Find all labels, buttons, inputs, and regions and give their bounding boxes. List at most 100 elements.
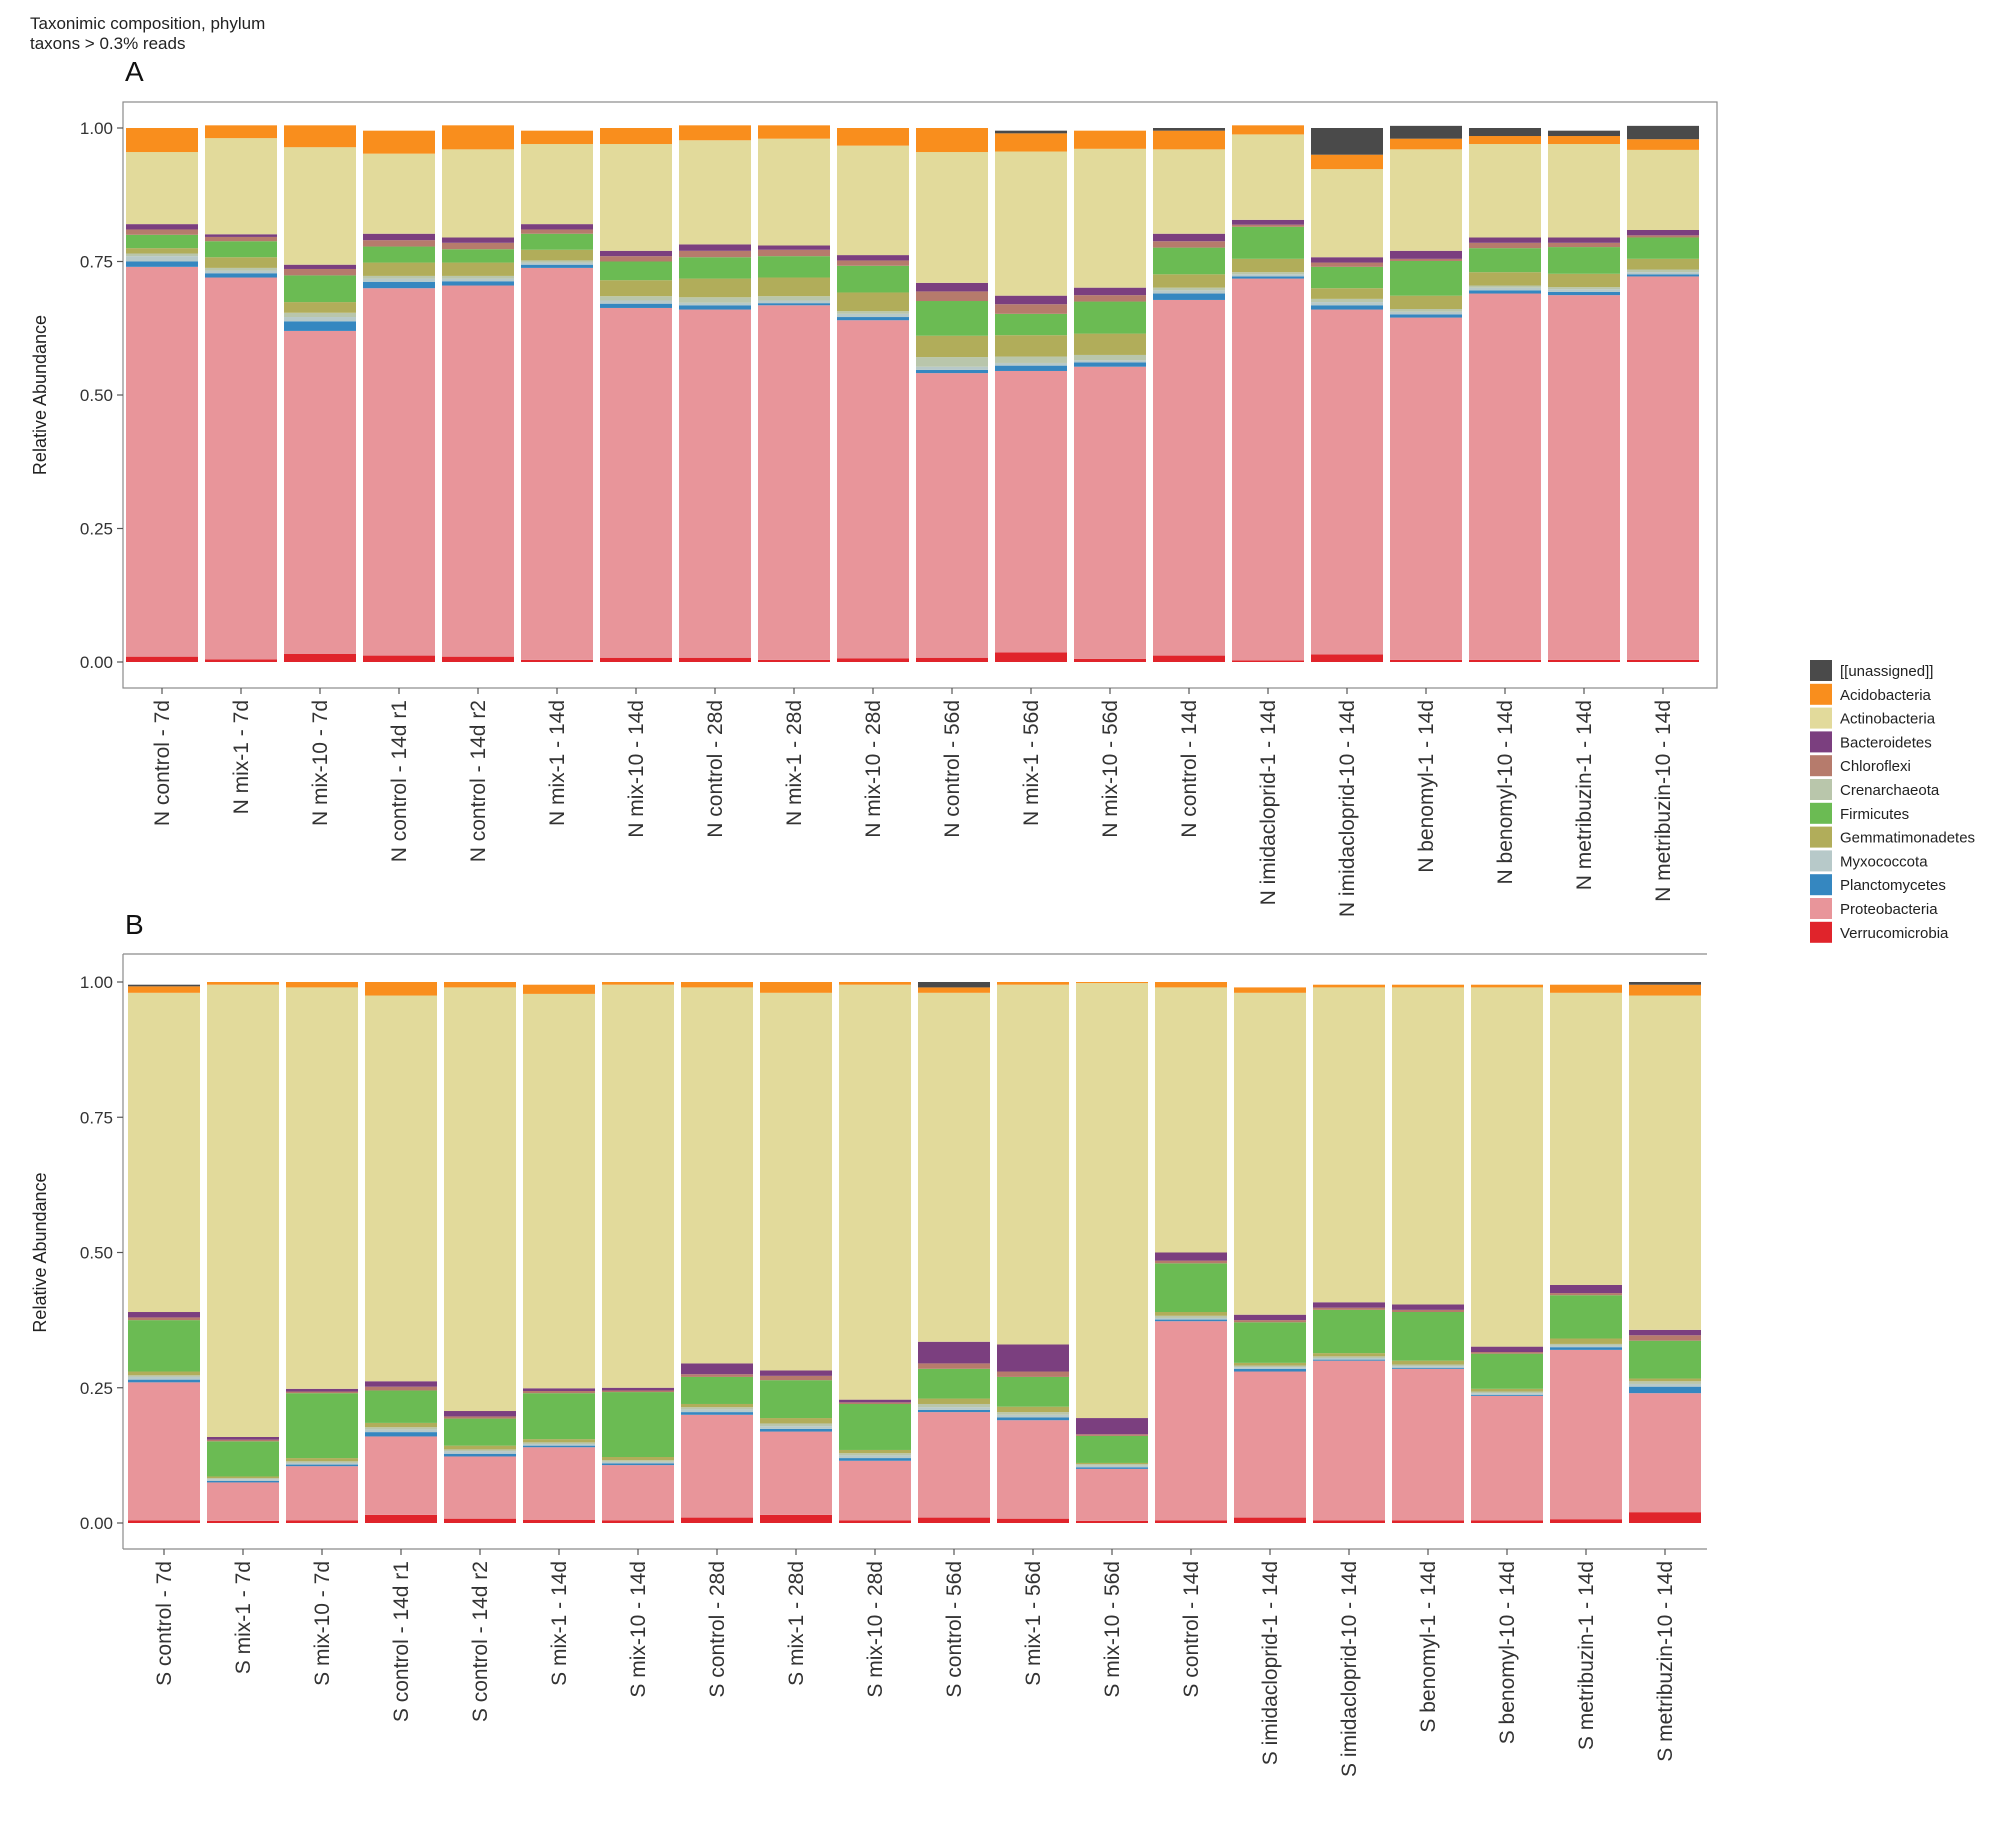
bar-segment-planctomycetes: [1392, 1367, 1464, 1369]
bar-segment-gemmatimonadetes: [1471, 1388, 1543, 1392]
bar-segment-myxococcota: [365, 1429, 437, 1433]
x-tick-label: N mix-1 - 28d: [783, 700, 806, 826]
bar-segment-gemmatimonadetes: [1155, 1312, 1227, 1316]
bar-segment-actinobacteria: [995, 151, 1067, 296]
bar-segment-actinobacteria: [1232, 134, 1304, 220]
x-tick-label: N control - 7d: [151, 700, 174, 826]
y-tick-label: 0.25: [80, 1379, 113, 1398]
bar-segment-actinobacteria: [839, 984, 911, 1400]
bar-segment-acidobacteria: [1074, 130, 1146, 149]
x-tick-label: S mix-10 - 7d: [311, 1561, 334, 1686]
bar-segment-bacteroidetes: [837, 255, 909, 261]
bar-segment-acidobacteria: [995, 133, 1067, 152]
bar-segment-acidobacteria: [1627, 139, 1699, 150]
bar-segment-bacteroidetes: [1392, 1304, 1464, 1310]
bar-segment-actinobacteria: [1074, 148, 1146, 288]
bar-segment-gemmatimonadetes: [602, 1456, 674, 1461]
bar-segment-gemmatimonadetes: [997, 1406, 1069, 1413]
bar-segment-planctomycetes: [1076, 1467, 1148, 1469]
bar-segment-acidobacteria: [1390, 138, 1462, 150]
bar-segment-acidobacteria: [1550, 984, 1622, 993]
bar-segment-firmicutes: [1153, 247, 1225, 275]
bar-segment-gemmatimonadetes: [1234, 1362, 1306, 1366]
bar-segment-crenarchaeota: [128, 1375, 200, 1377]
bar-segment-chloroflexi: [1390, 258, 1462, 261]
bar-segment-verrucomicrobia: [918, 1517, 990, 1523]
bar-segment-gemmatimonadetes: [284, 302, 356, 313]
bar-segment-firmicutes: [363, 246, 435, 263]
bar-segment-crenarchaeota: [1390, 309, 1462, 312]
bar-segment-verrucomicrobia: [837, 658, 909, 662]
legend-swatch: [1810, 683, 1832, 705]
bar-segment-gemmatimonadetes: [1076, 1462, 1148, 1465]
x-tick-label: S control - 28d: [706, 1561, 729, 1698]
x-tick-label: N imidacloprid-10 - 14d: [1336, 700, 1359, 917]
bar-segment-verrucomicrobia: [1627, 659, 1699, 662]
bar-segment-firmicutes: [1234, 1322, 1306, 1363]
bar-segment-verrucomicrobia: [679, 657, 751, 662]
bar-segment-proteobacteria: [1548, 295, 1620, 660]
bar-segment-unassigned: [1548, 130, 1620, 137]
bar-segment-verrucomicrobia: [523, 1519, 595, 1523]
bar-segment-crenarchaeota: [916, 357, 988, 367]
bar-segment-gemmatimonadetes: [916, 335, 988, 358]
bar-segment-chloroflexi: [442, 242, 514, 250]
bar-segment-planctomycetes: [1234, 1368, 1306, 1372]
bar-segment-crenarchaeota: [442, 275, 514, 279]
bar-segment-myxococcota: [363, 278, 435, 282]
bar-segment-firmicutes: [760, 1380, 832, 1419]
bar-segment-myxococcota: [1390, 311, 1462, 315]
bar-segment-bacteroidetes: [523, 1388, 595, 1391]
bar-segment-myxococcota: [997, 1414, 1069, 1418]
bar-segment-firmicutes: [997, 1376, 1069, 1407]
bar-segment-chloroflexi: [207, 1439, 279, 1442]
bar-segment-myxococcota: [521, 262, 593, 265]
bar-segment-actinobacteria: [916, 152, 988, 283]
bar-segment-acidobacteria: [1076, 982, 1148, 984]
bar-segment-proteobacteria: [521, 267, 593, 660]
bar-segment-proteobacteria: [523, 1447, 595, 1520]
bar-segment-chloroflexi: [679, 250, 751, 258]
bar-segment-planctomycetes: [1313, 1359, 1385, 1361]
bar-segment-firmicutes: [521, 233, 593, 250]
x-tick-label: N control - 14d r1: [388, 700, 411, 862]
legend-entry: Firmicutes: [1840, 806, 1909, 823]
bar-segment-planctomycetes: [442, 281, 514, 286]
legend-swatch: [1810, 898, 1832, 919]
bar-segment-actinobacteria: [758, 138, 830, 246]
x-tick-label: S control - 14d: [1180, 1561, 1203, 1698]
bar-segment-firmicutes: [1471, 1353, 1543, 1389]
bar-segment-bacteroidetes: [284, 264, 356, 269]
bar-segment-firmicutes: [600, 261, 672, 281]
bar-segment-myxococcota: [1155, 1317, 1227, 1320]
bar-segment-actinobacteria: [207, 984, 279, 1437]
bar-segment-bacteroidetes: [679, 244, 751, 251]
bar-segment-crenarchaeota: [1153, 287, 1225, 291]
bar-segment-myxococcota: [995, 362, 1067, 366]
bar-segment-acidobacteria: [839, 982, 911, 985]
bar-segment-firmicutes: [365, 1390, 437, 1423]
bar-segment-chloroflexi: [1076, 1434, 1148, 1436]
bar-segment-chloroflexi: [1629, 1335, 1701, 1341]
bar-segment-planctomycetes: [523, 1445, 595, 1448]
x-tick-label: S mix-1 - 56d: [1022, 1561, 1045, 1686]
bar-segment-bacteroidetes: [1155, 1252, 1227, 1261]
bar-segment-actinobacteria: [284, 147, 356, 265]
bar-segment-firmicutes: [126, 234, 198, 249]
bar-segment-verrucomicrobia: [997, 1518, 1069, 1523]
bar-segment-chloroflexi: [521, 229, 593, 234]
bar-segment-gemmatimonadetes: [286, 1458, 358, 1462]
bar-segment-firmicutes: [444, 1418, 516, 1446]
bar-segment-firmicutes: [1548, 247, 1620, 274]
bar-segment-unassigned: [1627, 125, 1699, 140]
bar-segment-proteobacteria: [600, 307, 672, 658]
legend-swatch: [1810, 731, 1832, 753]
bar-segment-actinobacteria: [521, 144, 593, 225]
bar-segment-myxococcota: [1313, 1357, 1385, 1360]
bar-segment-bacteroidetes: [916, 282, 988, 292]
bar-segment-planctomycetes: [286, 1464, 358, 1467]
bar-segment-gemmatimonadetes: [681, 1403, 753, 1408]
x-tick-label: N mix-10 - 56d: [1099, 700, 1122, 838]
bar-segment-chloroflexi: [523, 1390, 595, 1394]
x-tick-label: S mix-10 - 28d: [864, 1561, 887, 1698]
